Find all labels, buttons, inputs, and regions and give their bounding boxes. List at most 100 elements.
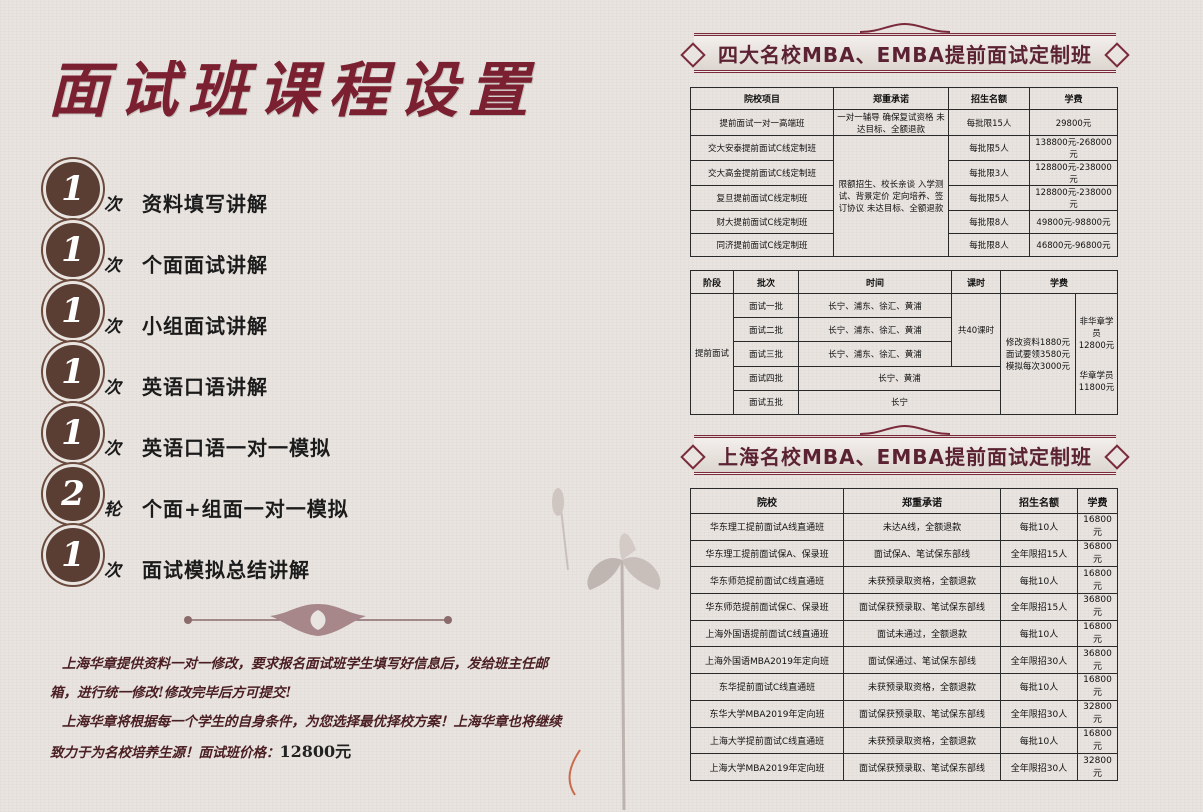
cell-promise: 未达A线，全额退款 xyxy=(843,513,1001,541)
course-item-text: 资料填写讲解 xyxy=(142,192,268,216)
table-header: 学费 xyxy=(1000,269,1118,295)
cell-promise: 一对一辅导 确保复试资格 未达目标、全额退款 xyxy=(833,109,949,136)
table-row: 上海大学MBA2019年定向班 面试保获预录取、笔试保东部线 全年限招30人 3280… xyxy=(690,753,1118,781)
cell-time: 长宁、浦东、徐汇、黄浦 xyxy=(798,341,952,367)
cell-quota: 每批10人 xyxy=(1000,619,1078,648)
course-item: 1 次 面试模拟总结讲解 xyxy=(46,528,466,589)
table-row: 东华提前面试C线直通班 未获预录取资格，全额退款 每批10人 16800元 xyxy=(690,673,1118,701)
table-header: 学费 xyxy=(1029,87,1118,110)
cell-fee: 16800元 xyxy=(1077,726,1118,755)
cell-quota: 每批限15人 xyxy=(948,109,1030,136)
cell-quota: 全年限招15人 xyxy=(1000,593,1078,621)
cell-promise: 面试保A、笔试保东部线 xyxy=(843,539,1001,568)
cell-name: 复旦提前面试C线定制班 xyxy=(690,185,834,211)
count-unit: 次 xyxy=(104,317,121,337)
table-top-schools: 院校项目 郑重承诺 招生名额 学费 提前面试一对一高端班 一对一辅导 确保复试资… xyxy=(690,87,1118,257)
cell-quota: 每批10人 xyxy=(1000,566,1078,595)
cell-school: 上海外国语MBA2019年定向班 xyxy=(690,646,844,675)
cell-quota: 每批限5人 xyxy=(948,185,1030,211)
table-row: 提前面试 面试一批 长宁、浦东、徐汇、黄浦 共40课时 修改资料1880元 面试… xyxy=(690,293,1118,415)
table-row: 华东理工提前面试保A、保录班 面试保A、笔试保东部线 全年限招15人 36800元 xyxy=(690,539,1118,568)
table-header: 时间 xyxy=(798,269,952,295)
cell-fee: 36800元 xyxy=(1077,593,1118,621)
course-item-text: 个面+组面一对一模拟 xyxy=(142,497,349,521)
cell-quota: 全年限招15人 xyxy=(1000,539,1078,568)
table-shanghai-schools: 院校 郑重承诺 招生名额 学费 华东理工提前面试A线直通班 未达A线，全额退款 每批… xyxy=(690,488,1118,781)
cell-promise: 未获预录取资格，全额退款 xyxy=(843,673,1001,701)
cell-fee: 29800元 xyxy=(1029,109,1118,136)
cell-quota: 全年限招30人 xyxy=(1000,753,1078,781)
cell-fee: 138800元-268000元 xyxy=(1029,135,1118,161)
cell-fee: 32800元 xyxy=(1077,699,1118,728)
cell-name: 财大提前面试C线定制班 xyxy=(690,210,834,234)
cell-fee: 49800元-98800元 xyxy=(1029,210,1118,234)
course-item-text: 个面面试讲解 xyxy=(142,253,268,277)
cell-promise: 面试未通过，全额退款 xyxy=(843,619,1001,648)
banner-ornament xyxy=(860,22,950,33)
table-row: 复旦提前面试C线定制班 每批限5人 128800元-238000元 xyxy=(690,185,1118,211)
table-header: 学费 xyxy=(1077,488,1118,514)
count-unit: 次 xyxy=(104,439,121,459)
cell-promise: 限额招生、校长亲谈 入学测试、背景定价 定向培养、签订协议 未达目标、全额退款 xyxy=(833,135,949,257)
cell-time: 长宁、浦东、徐汇、黄浦 xyxy=(798,293,952,319)
cell-school: 上海大学提前面试C线直通班 xyxy=(690,726,844,755)
cell-batch: 面试三批 xyxy=(733,341,799,367)
course-item-text: 面试模拟总结讲解 xyxy=(142,558,310,582)
course-item: 1 次 小组面试讲解 xyxy=(46,284,466,345)
count-badge: 1 xyxy=(46,345,100,399)
cell-fee: 16800元 xyxy=(1077,673,1118,701)
course-item-text: 英语口语讲解 xyxy=(142,375,268,399)
table-row: 上海外国语提前面试C线直通班 面试未通过，全额退款 每批10人 16800元 xyxy=(690,619,1118,648)
cell-time: 长宁 xyxy=(798,389,1001,416)
cell-name: 交大高金提前面试C线定制班 xyxy=(690,160,834,186)
course-item-text: 小组面试讲解 xyxy=(142,314,268,338)
section-banner: 上海名校MBA、EMBA提前面试定制班 xyxy=(694,435,1116,475)
table-header: 院校项目 xyxy=(690,87,834,110)
cell-name: 同济提前面试C线定制班 xyxy=(690,233,834,257)
table-row: 面试五批 长宁 xyxy=(691,389,1118,416)
cell-name: 提前面试一对一高端班 xyxy=(690,109,834,136)
count-unit: 次 xyxy=(104,561,121,581)
cell-fee-members: 非华章学员 12800元 华章学员 11800元 xyxy=(1075,293,1118,415)
course-item: 1 次 资料填写讲解 xyxy=(46,162,466,223)
cell-promise: 未获预录取资格，全额退款 xyxy=(843,726,1001,755)
table-row: 华东理工提前面试A线直通班 未达A线，全额退款 每批10人 16800元 xyxy=(690,513,1118,541)
cell-school: 上海大学MBA2019年定向班 xyxy=(690,753,844,781)
description-paragraph: 上海华章将根据每一个学生的自身条件，为您选择最优择校方案！上海华章也将继续致力于… xyxy=(50,714,562,761)
class-price: 12800元 xyxy=(279,742,352,761)
table-row: 提前面试一对一高端班 一对一辅导 确保复试资格 未达目标、全额退款 每批限15人… xyxy=(690,109,1118,136)
cell-fee: 36800元 xyxy=(1077,539,1118,568)
cell-school: 华东师范提前面试C线直通班 xyxy=(690,566,844,595)
cell-promise: 面试保获预录取、笔试保东部线 xyxy=(843,753,1001,781)
count-badge: 1 xyxy=(46,284,100,338)
table-header: 郑重承诺 xyxy=(833,87,949,110)
count-unit: 次 xyxy=(104,195,121,215)
cell-promise: 面试保通过、笔试保东部线 xyxy=(843,646,1001,675)
cell-fee: 128800元-238000元 xyxy=(1029,160,1118,186)
table-row: 东华大学MBA2019年定向班 面试保获预录取、笔试保东部线 全年限招30人 3280… xyxy=(690,699,1118,728)
cell-fee: 16800元 xyxy=(1077,513,1118,541)
ornamental-divider xyxy=(184,604,452,636)
cell-batch: 面试二批 xyxy=(733,317,799,343)
cell-school: 华东师范提前面试保C、保录班 xyxy=(690,593,844,621)
fee-nonmember: 非华章学员 12800元 xyxy=(1078,317,1115,352)
cell-quota: 每批10人 xyxy=(1000,513,1078,541)
count-badge: 1 xyxy=(46,162,100,216)
cell-fee-detail: 修改资料1880元 面试要领3580元 模拟每次3000元 xyxy=(1000,293,1076,415)
count-badge: 2 xyxy=(46,467,100,521)
count-badge: 1 xyxy=(46,406,100,460)
count-unit: 次 xyxy=(104,378,121,398)
cell-fee: 16800元 xyxy=(1077,619,1118,648)
table-row: 交大安泰提前面试C线定制班 限额招生、校长亲谈 入学测试、背景定价 定向培养、签… xyxy=(690,135,1118,257)
cell-fee: 32800元 xyxy=(1077,753,1118,781)
page-title: 面试班课程设置 xyxy=(48,56,538,126)
cell-quota: 每批限5人 xyxy=(948,135,1030,161)
table-row: 华东师范提前面试C线直通班 未获预录取资格，全额退款 每批10人 16800元 xyxy=(690,566,1118,595)
cell-promise: 未获预录取资格，全额退款 xyxy=(843,566,1001,595)
table-header: 阶段 xyxy=(690,269,734,295)
cell-time: 长宁、浦东、徐汇、黄浦 xyxy=(798,317,952,343)
table-row: 华东师范提前面试保C、保录班 面试保获预录取、笔试保东部线 全年限招15人 36800… xyxy=(690,593,1118,621)
table-header: 招生名额 xyxy=(948,87,1030,110)
count-badge: 1 xyxy=(46,223,100,277)
course-list: 1 次 资料填写讲解 1 次 个面面试讲解 1 次 小组面试讲解 1 次 英语口… xyxy=(46,162,466,589)
